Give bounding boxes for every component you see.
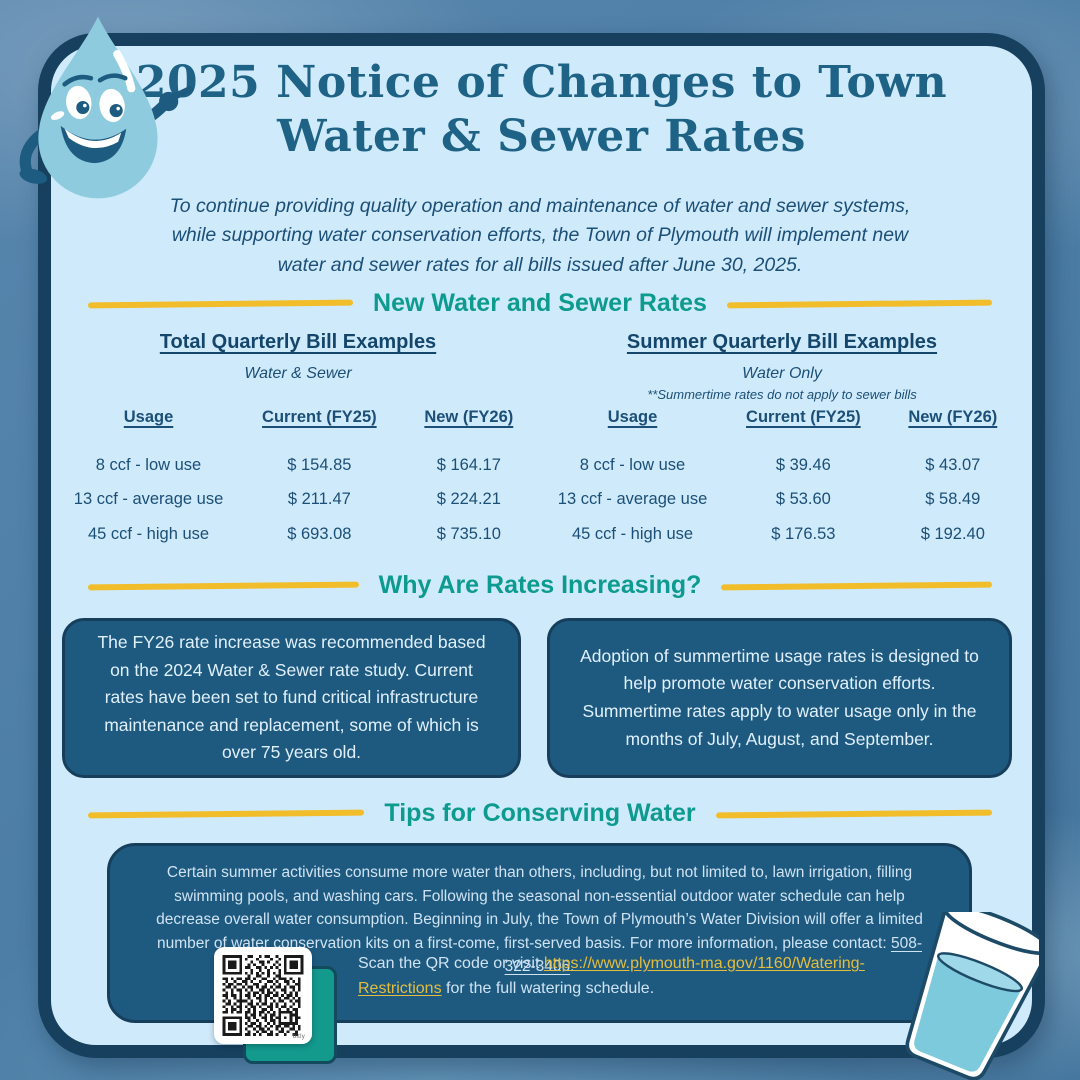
page-title: 2025 Notice of Changes to Town Water & S…	[38, 56, 1045, 164]
tips-period: .	[570, 958, 575, 976]
section-heading-why: Why Are Rates Increasing?	[87, 571, 993, 600]
table-cell: $ 154.85	[287, 455, 352, 474]
glass-rim	[943, 912, 1039, 956]
table-cell: $ 192.40	[920, 524, 985, 543]
tips-body-text: Certain summer activities consume more w…	[156, 864, 923, 952]
column-header: New (FY26)	[424, 408, 514, 426]
mascot-left-pupil-glint	[83, 103, 87, 108]
water-glass-illustration	[905, 912, 1039, 1080]
column-header: Usage	[123, 408, 174, 426]
why-box-text: The FY26 rate increase was recommended b…	[97, 631, 486, 763]
table-cell: $ 53.60	[775, 490, 831, 509]
column-header: Usage	[607, 408, 658, 426]
mascot-right-pupil-glint	[116, 106, 120, 111]
table-cell: 45 ccf - high use	[571, 524, 694, 543]
divider-line	[87, 299, 354, 308]
why-box-text: Adoption of summertime usage rates is de…	[580, 645, 979, 749]
table-cell: $ 39.46	[775, 455, 831, 474]
table-cell: $ 58.49	[925, 490, 981, 509]
page-title-line1: 2025 Notice of Changes to Town	[135, 57, 948, 108]
table-meta: Water Only **Summertime rates do not app…	[540, 354, 1024, 408]
mascot-body	[38, 16, 158, 199]
divider-line	[87, 809, 365, 818]
mascot-teeth	[64, 128, 122, 149]
qr-text-before: Scan the QR code or visit	[358, 955, 544, 972]
qr-code-image	[222, 955, 304, 1036]
rate-tables: Total Quarterly Bill Examples Water & Se…	[56, 331, 1024, 552]
mascot-cheek-highlight	[50, 111, 65, 120]
mascot-right-brow	[97, 73, 128, 83]
why-box-summertime: Adoption of summertime usage rates is de…	[547, 618, 1012, 778]
divider-line	[87, 581, 359, 590]
table-cell: 8 ccf - low use	[579, 455, 686, 474]
table-cell: $ 164.17	[436, 455, 501, 474]
section-heading-rates: New Water and Sewer Rates	[87, 289, 993, 318]
mascot-right-pupil	[109, 103, 123, 118]
section-title: Why Are Rates Increasing?	[378, 571, 702, 599]
table-title: Summer Quarterly Bill Examples	[626, 331, 938, 353]
table-title: Total Quarterly Bill Examples	[159, 331, 437, 353]
qr-instruction: Scan the QR code or visit https://www.pl…	[358, 952, 928, 1002]
water-drop-mascot	[19, 16, 194, 199]
mascot-pointing-finger	[169, 86, 194, 101]
table-cell: $ 224.21	[436, 490, 501, 509]
table-grid: Usage Current (FY25) New (FY26) 8 ccf - …	[540, 408, 1024, 552]
tips-paragraph: Certain summer activities consume more w…	[110, 846, 969, 979]
mascot-left-brow	[62, 74, 94, 87]
qr-text-after: for the full watering schedule.	[441, 979, 655, 997]
table-subtitle: Water & Sewer	[244, 365, 352, 382]
mascot-left-hand	[19, 168, 48, 184]
section-title: New Water and Sewer Rates	[373, 289, 707, 317]
table-meta: Water & Sewer	[56, 354, 540, 408]
mascot-left-pupil	[76, 100, 90, 115]
section-heading-tips: Tips for Conserving Water	[87, 799, 993, 828]
qr-brand-label: bitly	[292, 1034, 305, 1040]
table-cell: 45 ccf - high use	[87, 524, 210, 543]
why-boxes: The FY26 rate increase was recommended b…	[62, 618, 1012, 778]
table-cell: $ 693.08	[287, 524, 352, 543]
section-title: Tips for Conserving Water	[384, 799, 696, 827]
qr-code: bitly	[214, 947, 312, 1044]
table-cell: 13 ccf - average use	[557, 490, 708, 509]
phone-link[interactable]: 508-322-3406	[504, 934, 922, 976]
divider-line	[721, 581, 993, 590]
table-cell: 8 ccf - low use	[95, 455, 202, 474]
table-cell: $ 43.07	[925, 455, 981, 474]
column-header: New (FY26)	[908, 408, 998, 426]
table-cell: $ 735.10	[436, 524, 501, 543]
table-cell: $ 176.53	[771, 524, 836, 543]
mascot-highlight	[113, 49, 136, 93]
divider-line	[715, 809, 993, 818]
summer-quarterly-table: Summer Quarterly Bill Examples Water Onl…	[540, 331, 1024, 552]
table-grid: Usage Current (FY25) New (FY26) 8 ccf - …	[56, 408, 540, 552]
glass-water-surface	[936, 952, 1024, 993]
column-header: Current (FY25)	[262, 408, 377, 426]
table-cell: 13 ccf - average use	[73, 490, 224, 509]
watering-restrictions-link[interactable]: https://www.plymouth-ma.gov/1160/Waterin…	[358, 955, 865, 997]
total-quarterly-table: Total Quarterly Bill Examples Water & Se…	[56, 331, 540, 552]
table-subtitle: Water Only	[742, 365, 822, 382]
why-box-rate-study: The FY26 rate increase was recommended b…	[62, 618, 521, 778]
column-header: Current (FY25)	[746, 408, 861, 426]
divider-line	[726, 299, 993, 308]
table-cell: $ 211.47	[287, 490, 351, 509]
table-note: **Summertime rates do not apply to sewer…	[647, 387, 917, 402]
intro-paragraph: To continue providing quality operation …	[169, 195, 911, 276]
page-title-line2: Water & Sewer Rates	[277, 111, 806, 162]
